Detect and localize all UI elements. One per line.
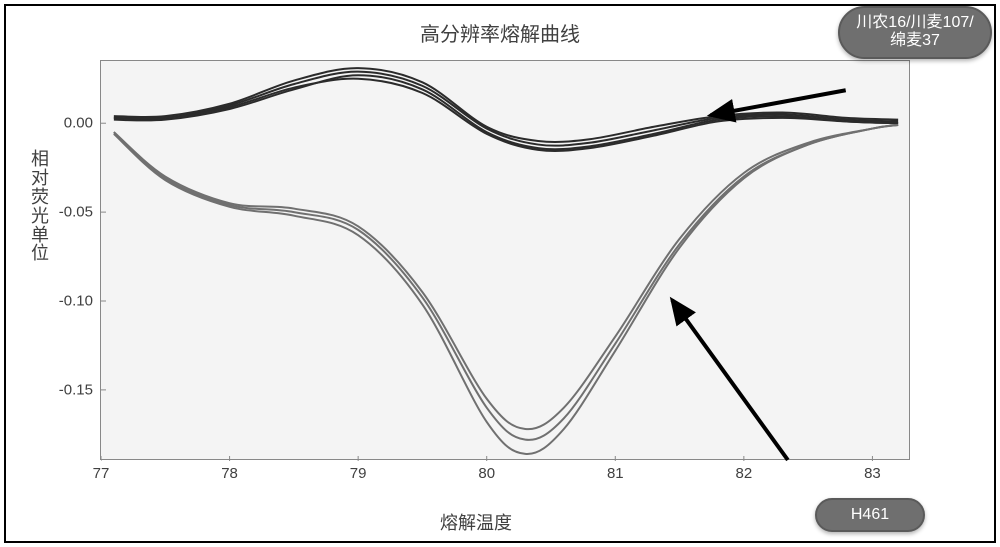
y-tick: -0.05	[59, 204, 101, 221]
y-tick: 0.00	[64, 115, 101, 132]
annotation-top: 川农16/川麦107/绵麦37	[838, 6, 992, 59]
series-bottom_group	[114, 125, 898, 429]
x-axis-label: 熔解温度	[440, 509, 512, 535]
y-tick: -0.15	[59, 381, 101, 398]
y-tick: -0.10	[59, 293, 101, 310]
x-tick: 80	[478, 459, 495, 482]
x-tick: 79	[350, 459, 367, 482]
series-bottom_group	[114, 125, 898, 440]
x-tick: 83	[864, 459, 881, 482]
x-tick: 81	[607, 459, 624, 482]
y-axis-label: 相对荧光单位	[30, 150, 50, 263]
chart-title: 高分辨率熔解曲线	[420, 18, 580, 47]
chart-panel: 0.00-0.05-0.10-0.1577787980818283	[100, 60, 910, 460]
x-tick: 78	[221, 459, 238, 482]
x-tick: 77	[93, 459, 110, 482]
x-tick: 82	[736, 459, 753, 482]
series-bottom_group	[114, 125, 898, 454]
chart-svg	[101, 61, 911, 461]
annotation-bottom: H461	[815, 498, 925, 532]
